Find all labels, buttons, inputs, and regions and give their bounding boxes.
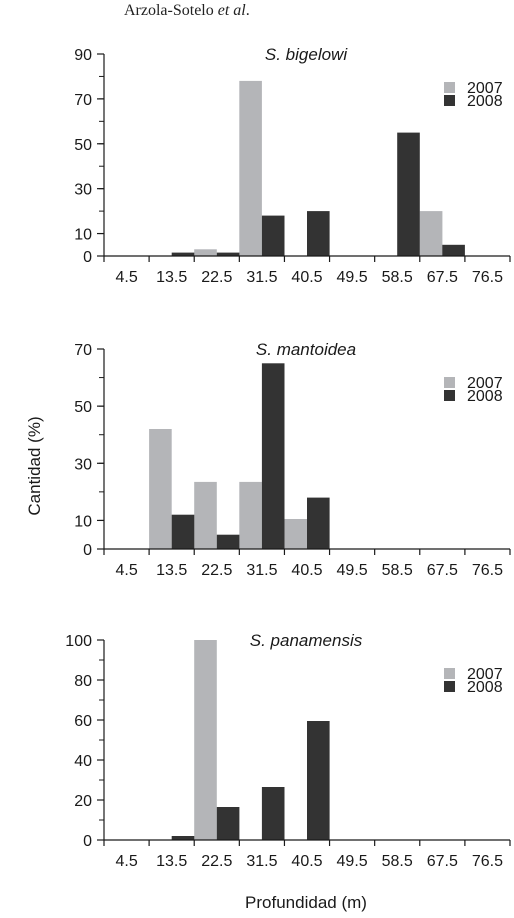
x-tick-label: 58.5 bbox=[382, 853, 413, 870]
legend-swatch-2007 bbox=[444, 377, 455, 388]
bar-2008-40.5 bbox=[307, 497, 330, 549]
legend-swatch-2007 bbox=[444, 82, 455, 93]
y-tick-label: 0 bbox=[83, 249, 92, 266]
bar-2008-31.5 bbox=[261, 787, 285, 840]
legend-swatch-2008 bbox=[444, 390, 455, 401]
y-tick-label: 0 bbox=[83, 542, 92, 559]
x-tick-label: 40.5 bbox=[291, 562, 322, 579]
bar-2007-22.5 bbox=[194, 249, 217, 256]
y-tick-label: 50 bbox=[74, 399, 92, 416]
legend-label-2008: 2008 bbox=[467, 679, 503, 696]
chart-panel-3: 0 20 40 60 80 100 4.5 13.5 22.5 31.5 40.5 49.5 58.5 6… bbox=[65, 631, 511, 870]
x-tick-label: 67.5 bbox=[427, 562, 458, 579]
bar-2007-13.5 bbox=[149, 429, 172, 549]
x-tick-label: 49.5 bbox=[337, 562, 368, 579]
y-tick-label: 70 bbox=[74, 342, 92, 359]
x-tick-label: 76.5 bbox=[472, 269, 503, 286]
bar-2007-22.5 bbox=[194, 640, 217, 840]
y-tick-label: 30 bbox=[74, 182, 92, 199]
bar-2008-31.5 bbox=[261, 215, 285, 256]
x-tick-label: 67.5 bbox=[427, 269, 458, 286]
legend-label-2007: 2007 bbox=[467, 666, 503, 683]
panel-title: S. mantoidea bbox=[256, 340, 356, 359]
bar-2008-58.5 bbox=[397, 132, 420, 256]
x-tick-label: 22.5 bbox=[201, 562, 232, 579]
y-tick-label: 20 bbox=[74, 793, 92, 810]
running-header: Arzola-Sotelo et al. bbox=[124, 2, 250, 20]
bar-2008-13.5 bbox=[171, 514, 195, 549]
x-tick-label: 76.5 bbox=[472, 562, 503, 579]
x-tick-label: 49.5 bbox=[337, 853, 368, 870]
y-tick-label: 100 bbox=[65, 633, 92, 650]
legend-swatch-2008 bbox=[444, 95, 455, 106]
x-tick-label: 4.5 bbox=[115, 269, 137, 286]
chart-panel-2: 0 10 30 50 70 4.5 13.5 22.5 31.5 40.5 49.5 58.5 67.5… bbox=[74, 340, 511, 579]
x-tick-label: 40.5 bbox=[291, 853, 322, 870]
header-dot: . bbox=[245, 2, 250, 19]
y-tick-label: 0 bbox=[83, 833, 92, 850]
y-axis-title: Cantidad (%) bbox=[25, 416, 44, 515]
x-tick-label: 13.5 bbox=[156, 562, 187, 579]
x-tick-label: 4.5 bbox=[115, 853, 137, 870]
y-tick-label: 10 bbox=[74, 513, 92, 530]
bar-2007-40.5 bbox=[284, 519, 307, 549]
x-tick-label: 4.5 bbox=[115, 562, 137, 579]
bar-2007-22.5 bbox=[194, 481, 217, 549]
bar-2008-13.5 bbox=[171, 836, 195, 840]
x-tick-label: 31.5 bbox=[246, 269, 277, 286]
x-tick-label: 58.5 bbox=[382, 269, 413, 286]
bar-2008-22.5 bbox=[216, 807, 240, 840]
bar-2007-31.5 bbox=[239, 80, 262, 257]
legend-label-2008: 2008 bbox=[467, 93, 503, 110]
x-tick-label: 22.5 bbox=[201, 853, 232, 870]
x-tick-label: 31.5 bbox=[246, 562, 277, 579]
bar-2008-22.5 bbox=[216, 534, 240, 549]
legend-swatch-2008 bbox=[444, 681, 455, 692]
y-tick-label: 80 bbox=[74, 673, 92, 690]
y-tick-label: 70 bbox=[74, 92, 92, 109]
bar-2008-13.5 bbox=[171, 252, 195, 256]
legend-label-2007: 2007 bbox=[467, 375, 503, 392]
x-tick-label: 13.5 bbox=[156, 853, 187, 870]
header-authors: Arzola-Sotelo bbox=[124, 2, 218, 19]
panel-title: S. bigelowi bbox=[265, 45, 348, 64]
panel-title: S. panamensis bbox=[250, 631, 363, 650]
x-tick-label: 31.5 bbox=[246, 853, 277, 870]
bar-2008-40.5 bbox=[307, 721, 330, 840]
y-tick-label: 40 bbox=[74, 753, 92, 770]
x-tick-label: 58.5 bbox=[382, 562, 413, 579]
x-tick-label: 40.5 bbox=[291, 269, 322, 286]
chart-panel-1: 0 10 30 50 70 90 4.5 13.5 22.5 31.5 40.5 49.5 58.5 67… bbox=[74, 45, 511, 286]
bar-2007-67.5 bbox=[419, 211, 443, 256]
y-tick-label: 30 bbox=[74, 456, 92, 473]
x-axis-title: Profundidad (m) bbox=[245, 893, 367, 912]
x-tick-label: 13.5 bbox=[156, 269, 187, 286]
y-tick-label: 90 bbox=[74, 47, 92, 64]
y-tick-label: 60 bbox=[74, 713, 92, 730]
bar-2008-31.5 bbox=[261, 363, 285, 549]
bar-2008-40.5 bbox=[307, 211, 330, 256]
header-et-al: et al bbox=[217, 2, 246, 19]
y-tick-label: 10 bbox=[74, 227, 92, 244]
x-tick-label: 67.5 bbox=[427, 853, 458, 870]
x-tick-label: 49.5 bbox=[337, 269, 368, 286]
x-tick-label: 22.5 bbox=[201, 269, 232, 286]
y-tick-label: 50 bbox=[74, 137, 92, 154]
legend-label-2008: 2008 bbox=[467, 388, 503, 405]
bar-2008-67.5 bbox=[442, 244, 465, 256]
bar-2007-31.5 bbox=[239, 481, 262, 549]
x-tick-label: 76.5 bbox=[472, 853, 503, 870]
bar-2008-22.5 bbox=[216, 252, 240, 256]
legend-label-2007: 2007 bbox=[467, 80, 503, 97]
legend-swatch-2007 bbox=[444, 668, 455, 679]
